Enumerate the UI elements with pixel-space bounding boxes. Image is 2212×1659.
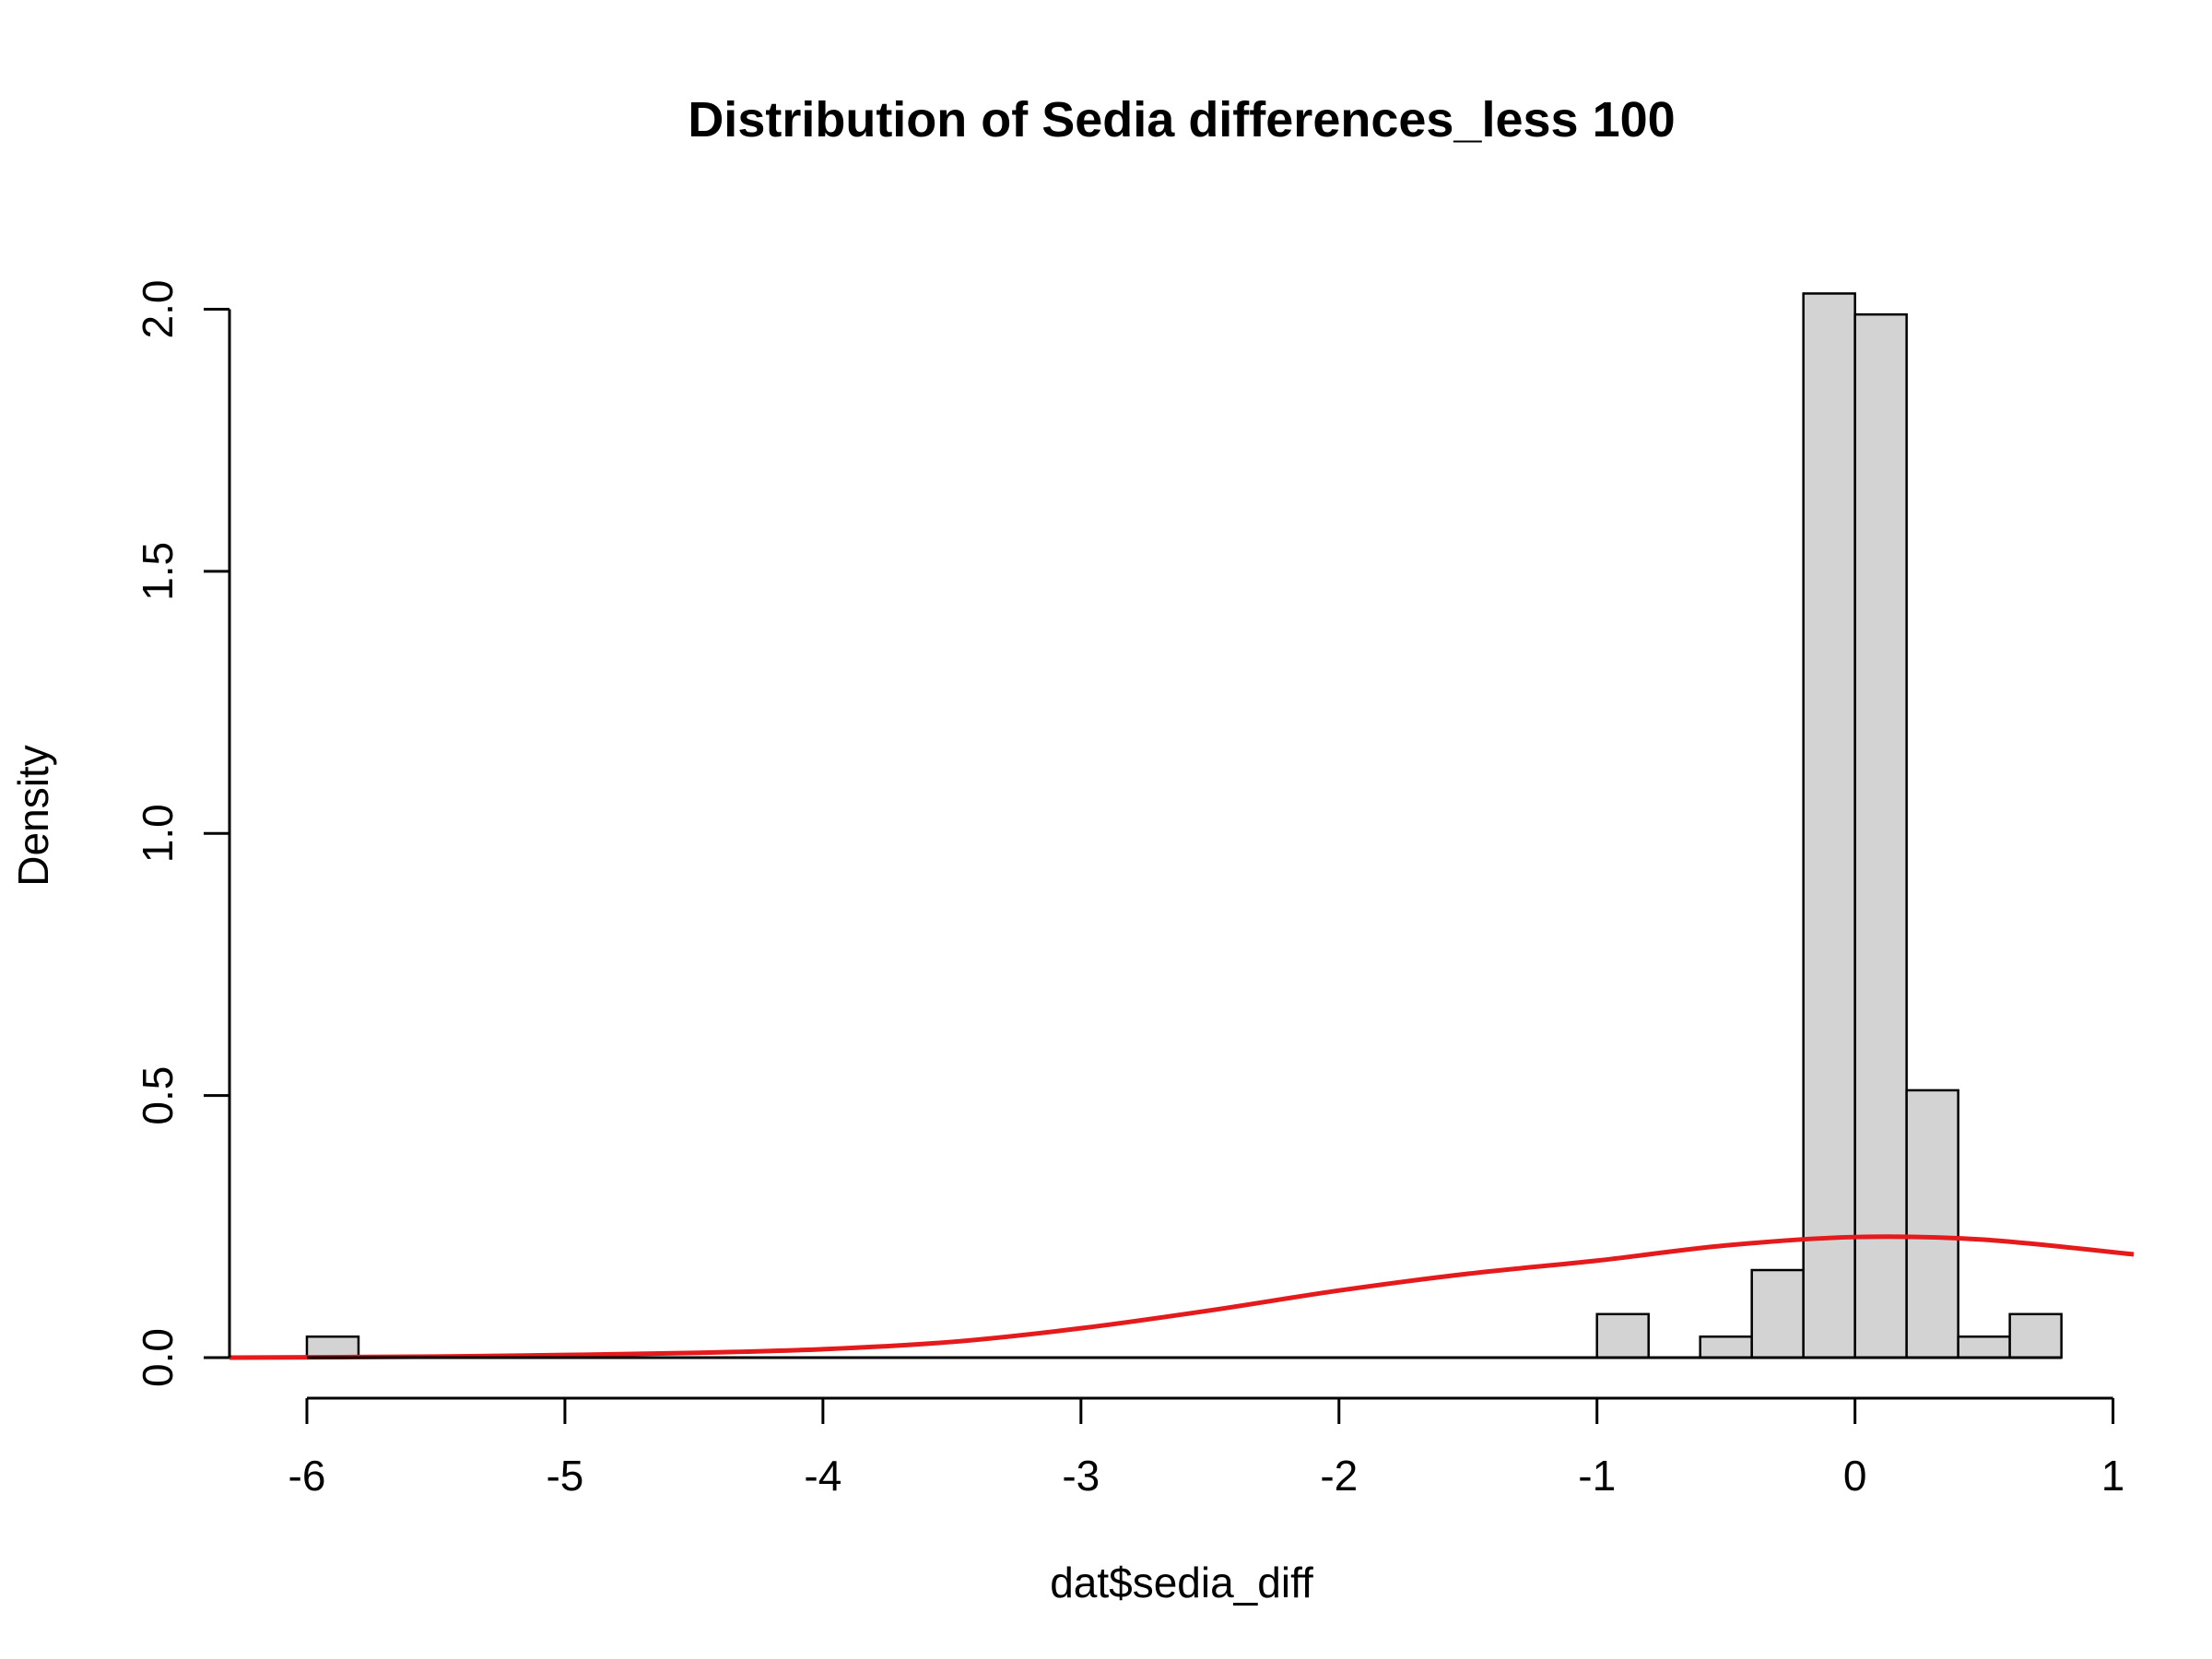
x-tick-label: -2 [1320,1452,1358,1500]
histogram-bar [1853,312,1908,1359]
histogram-bar [1595,1312,1650,1359]
chart-title: Distribution of Sedia differences_less 1… [688,92,1675,147]
histogram-bar [1802,292,1856,1359]
histogram-bar [1905,1088,1959,1359]
y-axis: 0.0 0.5 1.0 1.5 2.0 [134,280,231,1387]
x-axis: -6 -5 -4 -3 -2 -1 0 1 [288,1396,2125,1500]
y-tick-label: 1.0 [134,804,182,863]
y-tick-label: 1.5 [134,542,182,601]
x-tick-label: -5 [546,1452,583,1500]
histogram-bar [1957,1335,2011,1359]
density-curve [229,1234,2135,1360]
histogram-bar [2008,1312,2063,1359]
y-tick-label: 0.0 [134,1328,182,1387]
y-tick-label: 2.0 [134,280,182,339]
x-tick-label: 1 [2101,1452,2125,1500]
x-tick-label: -3 [1062,1452,1100,1500]
x-tick-label: -1 [1578,1452,1616,1500]
histogram-bar [1699,1335,1753,1359]
histogram-bar [305,1335,360,1359]
histogram-bar [1750,1268,1805,1359]
histogram-bars [305,292,2063,1359]
y-axis-label: Density [9,745,57,886]
x-tick-label: -4 [804,1452,841,1500]
x-tick-label: -6 [288,1452,326,1500]
y-tick-label: 0.5 [134,1066,182,1125]
x-axis-label: dat$sedia_diff [1050,1559,1313,1606]
x-tick-label: 0 [1843,1452,1867,1500]
density-curve-layer [229,1234,2135,1360]
